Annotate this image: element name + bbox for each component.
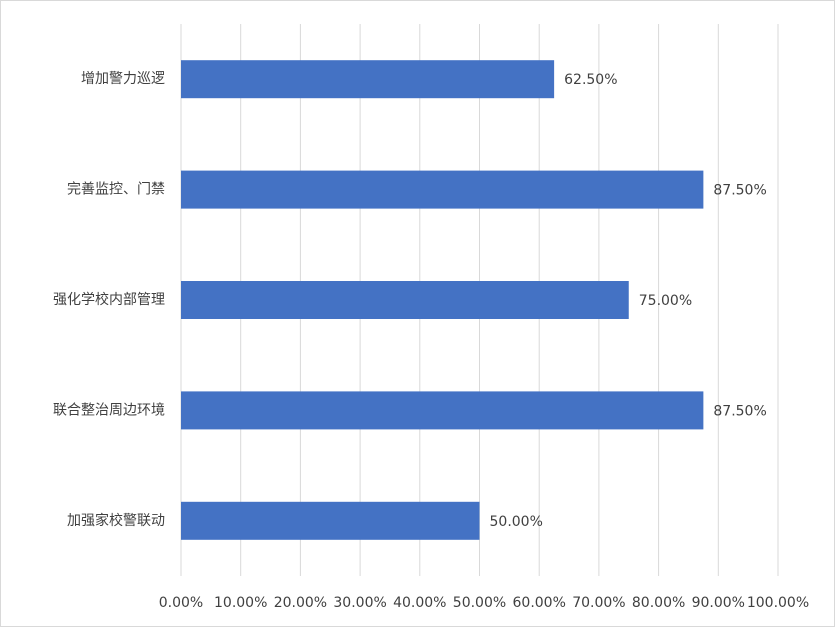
bar	[181, 170, 704, 209]
y-tick-label: 加强家校警联动	[67, 512, 165, 529]
data-label: 75.00%	[639, 293, 692, 309]
bar	[181, 60, 555, 99]
data-label: 87.50%	[713, 403, 766, 419]
x-tick-label: 70.00%	[572, 595, 625, 611]
x-tick-label: 60.00%	[513, 595, 566, 611]
x-tick-label: 10.00%	[214, 595, 267, 611]
x-tick-label: 90.00%	[692, 595, 745, 611]
y-tick-label: 联合整治周边环境	[53, 402, 165, 418]
bar	[181, 501, 480, 540]
data-label: 87.50%	[713, 183, 766, 199]
x-tick-label: 30.00%	[333, 595, 386, 611]
x-tick-label: 80.00%	[632, 595, 685, 611]
x-tick-label: 20.00%	[274, 595, 327, 611]
x-tick-label: 50.00%	[453, 595, 506, 611]
y-tick-label: 完善监控、门禁	[67, 182, 165, 198]
x-tick-label: 40.00%	[393, 595, 446, 611]
y-tick-label: 增加警力巡逻	[81, 71, 165, 87]
x-tick-label: 0.00%	[159, 595, 203, 611]
data-label: 50.00%	[490, 514, 543, 530]
x-tick-label: 100.00%	[747, 595, 809, 611]
data-label: 62.50%	[564, 72, 617, 88]
bar	[181, 391, 704, 430]
y-tick-label: 强化学校内部管理	[53, 291, 165, 308]
bar	[181, 281, 629, 319]
